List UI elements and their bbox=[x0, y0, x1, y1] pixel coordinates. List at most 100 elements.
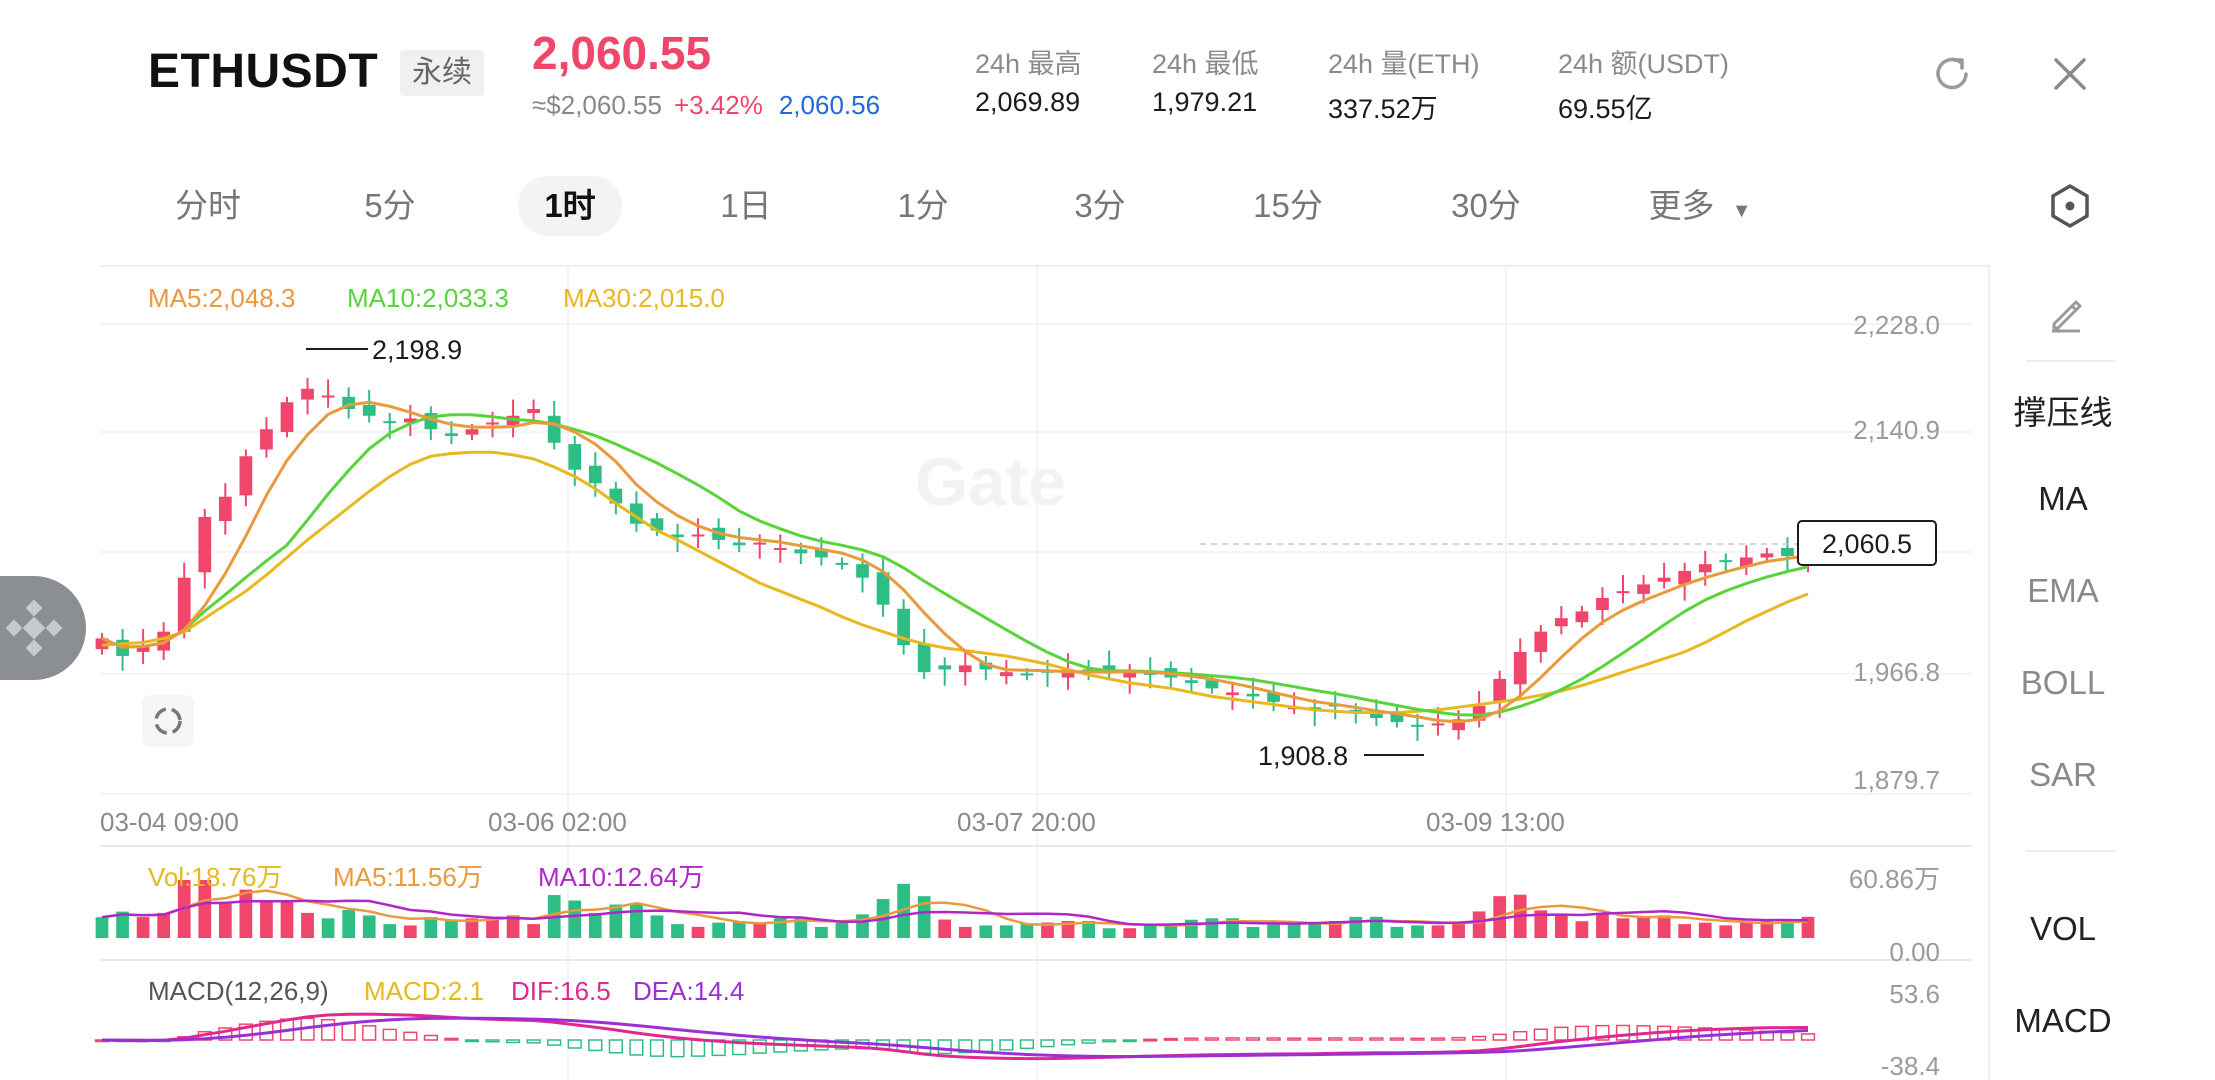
caret-down-icon: ▼ bbox=[1731, 200, 1752, 222]
candle-body bbox=[547, 415, 561, 443]
macd-y-tick: 53.6 bbox=[1889, 979, 1940, 1009]
volume-bar bbox=[260, 901, 273, 938]
candle-body bbox=[753, 542, 767, 545]
volume-bar bbox=[157, 912, 171, 938]
tab-30m[interactable]: 30分 bbox=[1451, 187, 1521, 224]
volume-bar bbox=[1534, 910, 1548, 938]
panel-divider bbox=[2026, 850, 2116, 852]
volume-bar bbox=[1616, 918, 1630, 938]
candle-body bbox=[465, 429, 479, 435]
macd-bar bbox=[238, 1023, 254, 1041]
indicator-macd[interactable]: MACD bbox=[2014, 1002, 2112, 1039]
close-icon[interactable] bbox=[2052, 56, 2088, 92]
mark-price: 2,060.56 bbox=[778, 90, 881, 120]
volume-bar bbox=[342, 909, 356, 938]
indicator-sar[interactable]: SAR bbox=[2029, 756, 2097, 793]
candle-body bbox=[588, 465, 602, 484]
volume-bar bbox=[301, 912, 314, 938]
candle-body bbox=[1513, 651, 1527, 685]
macd-bar bbox=[588, 1039, 603, 1052]
macd-bar bbox=[526, 1039, 541, 1044]
replay-button[interactable] bbox=[142, 695, 194, 747]
macd-bar bbox=[1615, 1024, 1631, 1041]
macd-bar bbox=[1472, 1035, 1487, 1041]
macd-bar bbox=[423, 1034, 438, 1041]
volume-bar bbox=[671, 924, 684, 938]
main-legend: MA5:2,048.3 MA10:2,033.3 MA30:2,015.0 bbox=[148, 283, 725, 313]
tab-1m[interactable]: 1分 bbox=[897, 187, 949, 224]
volume-bar bbox=[1739, 922, 1753, 938]
indicator-support-resistance[interactable]: 撑压线 bbox=[2013, 394, 2113, 431]
candle-body bbox=[1781, 548, 1794, 557]
volume-legend: Vol:18.76万 MA5:11.56万 MA10:12.64万 60.86万… bbox=[148, 862, 1940, 967]
legend-ma10: MA10:2,033.3 bbox=[347, 283, 509, 313]
indicator-boll[interactable]: BOLL bbox=[2020, 664, 2106, 701]
candle-body bbox=[260, 429, 273, 450]
tab-1h[interactable]: 1时 bbox=[518, 176, 622, 236]
volume-bar bbox=[1349, 916, 1363, 938]
volume-bar bbox=[1328, 921, 1342, 938]
volume-bar bbox=[1575, 921, 1589, 938]
macd-bar bbox=[1780, 1032, 1795, 1041]
macd-bar bbox=[1060, 1039, 1076, 1046]
floating-side-button[interactable] bbox=[0, 576, 86, 680]
volume-bar bbox=[1760, 921, 1774, 938]
volume-bar bbox=[958, 926, 972, 938]
volume-bar bbox=[1472, 911, 1486, 938]
macd-bar bbox=[464, 1039, 480, 1043]
macd-bar bbox=[732, 1039, 747, 1056]
macd-bar bbox=[1266, 1037, 1281, 1041]
tab-15m[interactable]: 15分 bbox=[1253, 187, 1323, 224]
panel-divider bbox=[2026, 360, 2116, 362]
macd-bar bbox=[958, 1039, 973, 1054]
macd-bar bbox=[547, 1039, 562, 1046]
low-marker: 1,908.8 bbox=[1258, 741, 1424, 771]
macd-legend: MACD(12,26,9) MACD:2.1 DIF:16.5 DEA:14.4… bbox=[148, 976, 1940, 1080]
y-tick: 1,879.7 bbox=[1853, 765, 1940, 795]
usd-equivalent: ≈$2,060.55 bbox=[532, 90, 662, 120]
volume-bar bbox=[280, 900, 294, 938]
tab-1d[interactable]: 1日 bbox=[720, 187, 772, 224]
macd-histogram bbox=[94, 1017, 1816, 1058]
volume-bar bbox=[506, 915, 520, 938]
volume-bar bbox=[1431, 925, 1445, 938]
legend-vol: Vol:18.76万 bbox=[148, 862, 282, 892]
candle-body bbox=[1000, 672, 1013, 677]
candle-body bbox=[1390, 711, 1404, 723]
high-value-label: 2,198.9 bbox=[372, 335, 462, 365]
macd-bar bbox=[403, 1031, 418, 1041]
volume-bar bbox=[1102, 928, 1116, 938]
draw-tool-icon[interactable] bbox=[2046, 294, 2086, 334]
volume-bar bbox=[1287, 922, 1301, 938]
candle-body bbox=[1596, 597, 1609, 611]
candle-body bbox=[815, 549, 828, 558]
macd-bar bbox=[1533, 1028, 1548, 1041]
legend-ma5: MA5:2,048.3 bbox=[148, 283, 295, 313]
tab-timeshare[interactable]: 分时 bbox=[175, 187, 241, 224]
macd-bar bbox=[1369, 1037, 1384, 1041]
macd-bar bbox=[670, 1039, 685, 1058]
tab-5m[interactable]: 5分 bbox=[364, 187, 416, 224]
volume-bar bbox=[321, 918, 335, 938]
indicator-vol[interactable]: VOL bbox=[2029, 910, 2097, 947]
macd-bar bbox=[1513, 1030, 1528, 1041]
exchange-logo-icon bbox=[5, 599, 63, 657]
y-tick: 1,966.8 bbox=[1853, 657, 1940, 687]
indicator-ema[interactable]: EMA bbox=[2027, 572, 2099, 609]
volume-bar bbox=[116, 911, 129, 938]
chart-canvas[interactable]: Gate 2,198.9 1,908.8 2,060.5 MA5:2,048.3… bbox=[0, 262, 1990, 1080]
macd-bar bbox=[505, 1039, 521, 1044]
macd-bar bbox=[1287, 1037, 1302, 1041]
macd-bar bbox=[1348, 1037, 1363, 1041]
refresh-icon[interactable] bbox=[1930, 52, 1974, 96]
chart-settings-icon[interactable] bbox=[2048, 183, 2092, 229]
macd-bar bbox=[567, 1039, 582, 1049]
macd-bar bbox=[259, 1020, 274, 1041]
stat-label: 24h 最低 bbox=[1152, 49, 1259, 79]
indicator-ma[interactable]: MA bbox=[2038, 480, 2088, 517]
macd-dea-line bbox=[101, 1016, 1809, 1058]
stat-24h-high: 24h 最高 2,069.89 bbox=[975, 42, 1082, 118]
volume-bar bbox=[445, 919, 458, 938]
tab-more[interactable]: 更多 ▼ bbox=[1630, 176, 1770, 236]
tab-3m[interactable]: 3分 bbox=[1074, 187, 1126, 224]
